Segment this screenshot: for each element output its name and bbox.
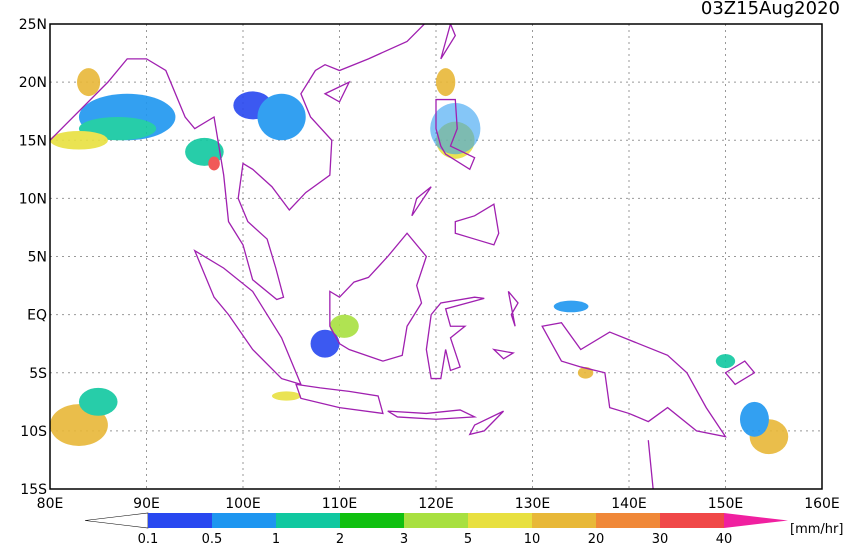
colorbar-segment — [212, 513, 276, 528]
map-content — [50, 12, 789, 489]
title: 03Z15Aug2020 — [701, 0, 840, 19]
lon-label: 100E — [225, 496, 261, 512]
colorbar-segment — [340, 513, 404, 528]
colorbar-low — [84, 512, 149, 529]
lat-label: EQ — [27, 308, 47, 324]
lat-label: 15S — [20, 482, 47, 498]
precip — [50, 68, 789, 455]
colorbar-label: 0.1 — [138, 532, 159, 544]
map-area — [50, 12, 789, 489]
colorbar-segment — [276, 513, 340, 528]
lat-label: 10S — [20, 424, 47, 440]
colorbar-label: 30 — [652, 532, 669, 544]
colorbar-segment — [404, 513, 468, 528]
lon-label: 90E — [133, 496, 160, 512]
colorbar-segment — [148, 513, 212, 528]
colorbar-label: 5 — [464, 532, 472, 544]
colorbar-label: 3 — [400, 532, 408, 544]
lon-label: 120E — [418, 496, 454, 512]
colorbar-label: 0.5 — [202, 532, 223, 544]
colorbar-label: 20 — [588, 532, 605, 544]
lon-label: 150E — [708, 496, 744, 512]
colorbar-segment — [532, 513, 596, 528]
colorbar: 0.1 0.5 1 2 3 5 10 20 30 40 — [84, 512, 788, 547]
colorbar-label: 40 — [716, 532, 733, 544]
frame — [49, 23, 823, 490]
colorbar-unit: [mm/hr] — [790, 522, 843, 537]
colorbar-segment — [468, 513, 532, 528]
lat-label: 15N — [19, 133, 47, 149]
colorbar-label: 10 — [524, 532, 541, 544]
lat-label: 20N — [19, 75, 47, 91]
colorbar-high — [724, 513, 788, 528]
colorbar-segment — [660, 513, 724, 528]
lon-label: 140E — [611, 496, 647, 512]
lat-label: 25N — [19, 17, 47, 33]
colorbar-label: 1 — [272, 532, 280, 544]
lat-label: 10N — [19, 191, 47, 207]
coastlines — [50, 12, 754, 489]
colorbar-label: 2 — [336, 532, 344, 544]
lon-label: 160E — [804, 496, 840, 512]
lat-label: 5S — [29, 366, 47, 382]
lon-label: 110E — [322, 496, 358, 512]
lon-label: 130E — [515, 496, 551, 512]
lat-label: 5N — [28, 250, 47, 266]
lon-label: 80E — [37, 496, 64, 512]
colorbar-segment — [596, 513, 660, 528]
